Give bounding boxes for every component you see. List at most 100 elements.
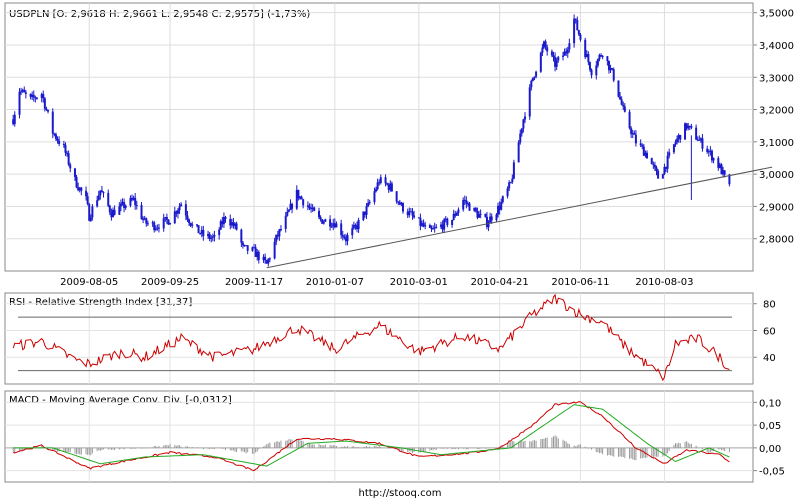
price-bar-body [433,227,436,229]
price-bar-body [674,142,677,145]
price-bar-body [267,259,270,264]
price-bar-body [85,190,88,197]
price-bar-body [124,205,127,208]
price-bar-body [211,236,214,238]
price-bar-body [157,227,160,229]
price-bar-body [108,205,111,213]
price-bar-body [302,199,305,206]
price-bar-body [145,218,148,224]
price-bar-body [623,106,626,112]
price-bar-body [86,196,89,205]
price-bar-body [451,219,454,226]
price-bar-body [424,225,427,227]
price-bar-body [319,217,322,220]
price-bar-body [487,222,490,228]
price-bar-body [53,133,56,135]
price-bar-body [230,222,233,226]
price-bar-body [495,214,498,221]
price-bar-body [229,218,232,226]
price-bar-body [75,176,78,188]
price-bar-body [210,237,213,239]
price-bar-body [609,68,612,71]
price-bar-body [123,202,126,208]
price-bar-body [245,245,248,247]
price-bar-body [443,219,446,230]
price-y-tick-label: 3,3000 [759,73,794,84]
price-bar-body [107,192,110,206]
price-x-tick-label: 2010-06-11 [551,277,609,288]
price-bar-body [24,92,27,94]
price-bar-body [544,41,547,48]
macd-panel: MACD - Moving Average Conv. Div. [-0,031… [4,390,785,483]
price-bar-body [506,188,509,197]
price-bar-body [417,217,420,219]
price-bar-body [135,205,138,207]
price-bar-body [612,69,615,81]
price-bar-body [695,127,698,140]
price-bar-body [661,174,664,179]
macd-y-axis: 0,10 0,05 0,00 -0,05 [753,398,785,478]
rsi-panel-title: RSI - Relative Strength Index [31,37] [9,297,192,308]
price-bar-body [701,138,704,149]
price-bar-body [12,119,15,125]
price-bar-body [134,197,137,206]
price-bar-body [143,218,146,220]
price-bar-body [140,205,143,220]
price-x-tick-label: 2010-08-03 [635,277,693,288]
price-bar-body [630,128,633,135]
price-bar-body [354,224,357,226]
price-bar-body [441,224,444,230]
price-bar-body [169,223,172,225]
price-bar-body [444,218,447,220]
price-bar-body [676,138,679,143]
price-bar-body [617,80,620,97]
price-bar-body [180,204,183,207]
price-bar-body [562,55,565,57]
price-series [12,14,731,267]
price-bar-body [254,247,257,257]
price-bar-body [446,218,449,226]
price-bar-body [722,170,725,175]
price-panel-title: USDPLN [O: 2,9618 H: 2,9661 L: 2,9548 C:… [9,9,310,20]
price-bar-body [590,69,593,76]
price-bar-body [517,142,520,163]
price-bar-body [588,62,591,70]
price-bar-body [234,223,237,226]
price-bar-body [18,91,21,115]
price-bar-body [685,123,688,129]
price-bar-body [628,111,631,129]
price-bar-body [154,228,157,230]
price-bar-body [340,223,343,235]
price-bar-body [455,212,458,216]
price-bar-body [696,139,699,141]
price-bar-body [476,211,479,218]
price-bar-body [533,76,536,78]
price-y-tick-label: 3,1000 [759,138,794,149]
price-bar-body [329,219,332,227]
price-bar-body [508,182,511,189]
price-bar-body [343,236,346,239]
macd-y-tick-label: 0,10 [759,398,781,409]
price-bar-body [435,226,438,228]
price-bar-body [56,138,59,141]
price-bar-body [511,178,514,183]
price-bar-body [279,229,282,231]
footer-url: http://stooq.com [359,488,442,499]
price-bar-body [241,242,244,246]
price-bar-body [631,133,634,135]
price-bar-body [522,119,525,129]
price-bar-body [376,182,379,190]
price-bar-body [80,187,83,191]
price-bar-body [311,207,314,210]
price-bar-body [23,89,26,93]
price-bar-body [378,182,381,184]
price-bar-body [395,191,398,202]
price-bar-body [652,164,655,166]
price-bar-body [463,199,466,201]
price-bar-body [186,215,189,220]
price-bar-body [40,94,43,98]
price-bar-body [422,223,425,227]
price-y-tick-label: 3,5000 [759,9,794,20]
price-bar-body [99,190,102,196]
rsi-levels [18,316,732,372]
